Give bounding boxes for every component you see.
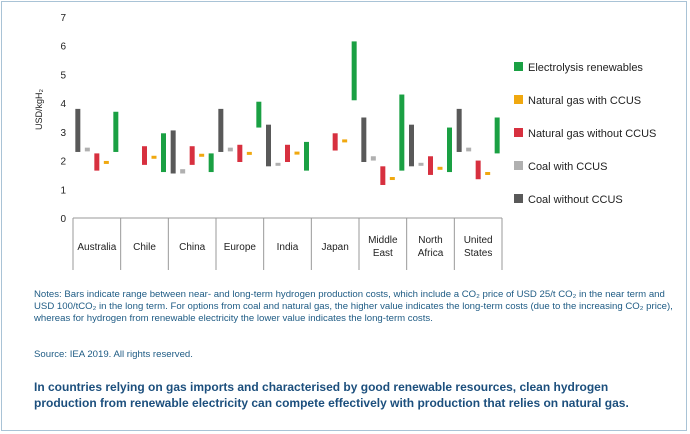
bar-range [332, 133, 338, 151]
bar-range [361, 117, 367, 163]
legend-swatch [514, 161, 523, 170]
legend-swatch [514, 95, 523, 104]
legend-swatch [514, 62, 523, 71]
y-tick-label: 2 [60, 157, 66, 168]
bar-range [447, 127, 452, 173]
bar-range [342, 139, 348, 143]
bar-range [103, 160, 109, 164]
chart-source: Source: IEA 2019. All rights reserved. [34, 349, 193, 360]
x-tick-label: Middle East [368, 235, 398, 259]
x-tick-label: China [179, 242, 206, 253]
bar-range [456, 108, 462, 152]
bar-range [285, 144, 290, 163]
legend-label: Natural gas with CCUS [528, 95, 641, 107]
bar-range [151, 155, 157, 159]
legend-label: Coal without CCUS [528, 194, 623, 206]
x-tick-label: Australia [77, 242, 116, 253]
hydrogen-cost-chart: USD/kgH₂ 0 1 2 3 4 5 6 7 Australia Chile China Europ… [34, 13, 656, 270]
bar-range [180, 169, 186, 174]
bar-range [418, 162, 424, 166]
x-tick-label: India [277, 242, 299, 253]
x-tick-label: Japan [322, 242, 349, 253]
y-axis-label: USD/kgH₂ [34, 89, 44, 131]
bar-range [275, 162, 281, 166]
bar-range [409, 124, 414, 167]
bar-range [485, 171, 491, 175]
bar-range [370, 156, 376, 161]
bar-range [170, 130, 176, 174]
y-tick-label: 1 [60, 185, 66, 196]
y-tick-label: 3 [60, 128, 66, 139]
y-tick-label: 6 [60, 42, 66, 53]
bar-range [94, 153, 100, 171]
y-tick-label: 4 [60, 99, 66, 110]
bar-range [266, 124, 271, 167]
bar-range [294, 151, 300, 155]
bar-range [256, 101, 262, 128]
bar-range [399, 94, 405, 171]
legend-swatch [514, 128, 523, 137]
bar-range [113, 111, 119, 152]
legend-label: Natural gas without CCUS [528, 128, 656, 140]
bar-range [466, 147, 472, 152]
bar-range [389, 177, 395, 181]
y-tick-label: 0 [60, 214, 66, 225]
bar-range [161, 133, 166, 173]
x-tick-label: United States [464, 235, 493, 259]
legend-label: Electrolysis renewables [528, 62, 643, 74]
x-tick-label: Europe [224, 242, 257, 253]
bar-range [75, 108, 81, 152]
bar-range [494, 117, 500, 154]
legend-label: Coal with CCUS [528, 161, 607, 173]
figure-caption: In countries relying on gas imports and … [34, 380, 629, 410]
bar-range [237, 144, 243, 163]
bar-range [304, 141, 309, 171]
bar-range [351, 41, 357, 101]
bar-range [142, 146, 147, 165]
y-tick-label: 5 [60, 70, 66, 81]
chart-notes: Notes: Bars indicate range between near-… [34, 289, 674, 325]
bar-range [189, 146, 195, 165]
bar-range [84, 147, 90, 152]
bar-range [380, 166, 386, 185]
x-tick-label: North Africa [418, 235, 444, 259]
x-tick-label: Chile [133, 242, 156, 253]
y-tick-label: 7 [60, 13, 66, 24]
bar-range [199, 153, 205, 157]
notes-text: Notes: Bars indicate range between near-… [34, 289, 673, 324]
bar-range [246, 151, 252, 155]
bar-range [227, 147, 233, 152]
bar-range [208, 153, 214, 173]
legend-swatch [514, 194, 523, 203]
bar-range [218, 108, 224, 152]
bar-range [437, 166, 443, 170]
bar-range [428, 156, 433, 175]
bar-range [475, 160, 481, 180]
